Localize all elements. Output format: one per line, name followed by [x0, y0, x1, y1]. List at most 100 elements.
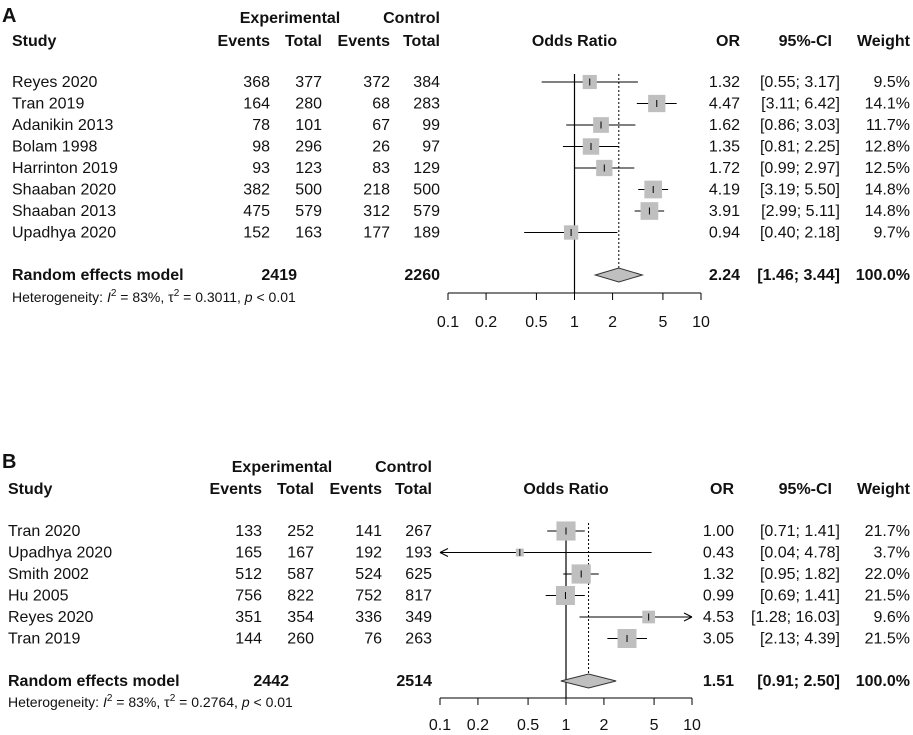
exp-total: 296 [295, 139, 322, 156]
exp-events: 368 [243, 74, 270, 91]
ctl-total: 97 [422, 139, 440, 156]
or-value: 1.32 [709, 74, 740, 91]
ci-value: [0.71; 1.41] [760, 523, 840, 540]
ctl-total: 817 [405, 588, 432, 605]
forest-panel-b: B Experimental Control Study Events Total Even… [2, 451, 911, 734]
exp-events: 756 [235, 588, 262, 605]
study-name: Hu 2005 [8, 588, 69, 605]
study-row: Smith 2002 512 587 524 625 1.32 [0.95; 1.82] 22… [8, 564, 910, 584]
ctl-events: 83 [372, 160, 390, 177]
model-ctl-total: 2514 [396, 673, 432, 690]
ci-value: [0.40; 2.18] [760, 225, 840, 242]
exp-total: 123 [295, 160, 322, 177]
ctl-events: 76 [364, 631, 382, 648]
exp-events: 512 [235, 566, 262, 583]
ctl-events: 192 [355, 545, 382, 562]
model-ci: [1.46; 3.44] [757, 267, 840, 284]
model-exp-total: 2442 [253, 673, 289, 690]
or-value: 0.99 [703, 588, 734, 605]
study-name: Shaaban 2020 [12, 182, 116, 199]
ctl-total: 267 [405, 523, 432, 540]
exp-events: 93 [252, 160, 270, 177]
x-tick-label: 10 [692, 314, 710, 331]
exp-events: 98 [252, 139, 270, 156]
ctl-total: 500 [413, 182, 440, 199]
ctl-events: 177 [363, 225, 390, 242]
header-or: OR [710, 481, 734, 498]
weight-value: 21.5% [865, 631, 910, 648]
model-row: Random effects model 2419 2260 2.24 [1.46; 3… [12, 267, 910, 284]
x-tick-label: 0.2 [475, 314, 497, 331]
ctl-total: 283 [413, 96, 440, 113]
header-exp-total: Total [277, 481, 314, 498]
ci-value: [0.55; 3.17] [760, 74, 840, 91]
model-or: 2.24 [709, 267, 740, 284]
ci-value: [2.13; 4.39] [760, 631, 840, 648]
ctl-events: 312 [363, 203, 390, 220]
exp-events: 152 [243, 225, 270, 242]
header-control: Control [383, 10, 440, 27]
study-name: Tran 2019 [8, 631, 80, 648]
ctl-events: 141 [355, 523, 382, 540]
weight-value: 14.8% [865, 203, 910, 220]
ctl-events: 68 [372, 96, 390, 113]
ctl-events: 372 [363, 74, 390, 91]
ci-value: [0.04; 4.78] [760, 545, 840, 562]
exp-total: 280 [295, 96, 322, 113]
or-value: 0.43 [703, 545, 734, 562]
exp-total: 163 [295, 225, 322, 242]
ctl-events: 336 [355, 609, 382, 626]
header-ctl-total: Total [403, 33, 440, 50]
or-value: 3.05 [703, 631, 734, 648]
heterogeneity-i2-symbol: I [107, 289, 111, 305]
exp-total: 377 [295, 74, 322, 91]
heterogeneity-tau-value: = 0.3011, [179, 289, 245, 305]
exp-total: 260 [287, 631, 314, 648]
study-row: Harrinton 2019 93 123 83 129 1.72 [0.99; 2.97]… [12, 159, 910, 177]
weight-value: 12.5% [865, 160, 910, 177]
exp-events: 164 [243, 96, 270, 113]
model-label: Random effects model [8, 673, 180, 690]
exp-total: 252 [287, 523, 314, 540]
model-or: 1.51 [703, 673, 734, 690]
study-row: Tran 2019 144 260 76 263 3.05 [2.13; 4.39] 21.5… [8, 628, 910, 649]
ctl-events: 26 [372, 139, 390, 156]
panel-label: A [2, 5, 16, 27]
ci-value: [3.11; 6.42] [761, 96, 840, 113]
header-weight: Weight [857, 481, 911, 498]
model-weight: 100.0% [856, 673, 910, 690]
weight-value: 14.1% [865, 96, 910, 113]
header-or: OR [716, 33, 740, 50]
header-study: Study [8, 481, 53, 498]
weight-value: 9.7% [874, 225, 910, 242]
header-exp-total: Total [285, 33, 322, 50]
ctl-total: 625 [405, 566, 432, 583]
header-ci: 95%-CI [779, 481, 832, 498]
or-value: 1.62 [709, 117, 740, 134]
model-row: Random effects model 2442 2514 1.51 [0.91; 2… [8, 673, 910, 690]
heterogeneity-i2-value: = 83%, [116, 289, 168, 305]
ci-value: [3.19; 5.50] [760, 182, 840, 199]
or-value: 4.53 [703, 609, 734, 626]
weight-value: 12.8% [865, 139, 910, 156]
study-row: Shaaban 2013 475 579 312 579 3.91 [2.99; 5.11]… [12, 202, 910, 220]
study-row: Bolam 1998 98 296 26 97 1.35 [0.81; 2.25] 12.8% [12, 138, 910, 156]
exp-total: 101 [295, 117, 322, 134]
ctl-total: 99 [422, 117, 440, 134]
exp-events: 475 [243, 203, 270, 220]
study-name: Tran 2020 [8, 523, 80, 540]
heterogeneity-i2-value: = 83%, [112, 694, 164, 710]
ctl-events: 218 [363, 182, 390, 199]
exp-events: 144 [235, 631, 262, 648]
ctl-total: 263 [405, 631, 432, 648]
or-value: 0.94 [709, 225, 740, 242]
superscript-two: 2 [111, 288, 117, 299]
study-name: Bolam 1998 [12, 139, 97, 156]
ci-value: [2.99; 5.11] [761, 203, 840, 220]
header-exp-events: Events [210, 481, 263, 498]
ctl-total: 189 [413, 225, 440, 242]
exp-events: 165 [235, 545, 262, 562]
x-tick-label: 10 [683, 717, 701, 734]
heterogeneity-prefix: Heterogeneity: [8, 694, 103, 710]
study-name: Reyes 2020 [8, 609, 93, 626]
